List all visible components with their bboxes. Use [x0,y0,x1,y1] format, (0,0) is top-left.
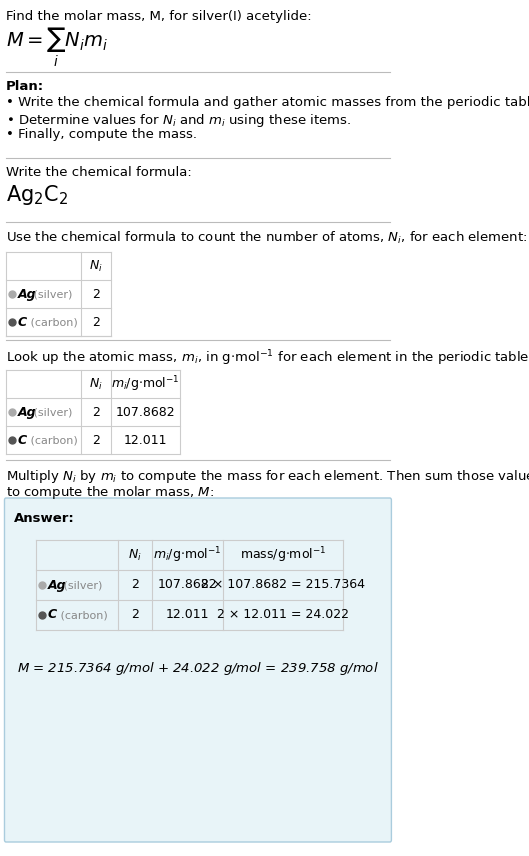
Text: Answer:: Answer: [13,512,74,525]
Text: 2: 2 [92,406,100,419]
Text: (carbon): (carbon) [57,610,107,620]
Text: (silver): (silver) [60,580,102,590]
Text: (carbon): (carbon) [27,435,78,445]
Text: Ag: Ag [18,406,37,419]
Text: 2: 2 [131,579,139,591]
Text: $N_i$: $N_i$ [128,548,142,562]
Text: mass/g$\cdot$mol$^{-1}$: mass/g$\cdot$mol$^{-1}$ [240,545,326,565]
Text: 2: 2 [92,288,100,300]
Text: Write the chemical formula:: Write the chemical formula: [6,166,191,179]
Text: Multiply $N_i$ by $m_i$ to compute the mass for each element. Then sum those val: Multiply $N_i$ by $m_i$ to compute the m… [6,468,529,485]
Text: Plan:: Plan: [6,80,44,93]
Text: $M$ = 215.7364 g/mol + 24.022 g/mol = 239.758 g/mol: $M$ = 215.7364 g/mol + 24.022 g/mol = 23… [17,660,379,677]
Text: Find the molar mass, M, for silver(I) acetylide:: Find the molar mass, M, for silver(I) ac… [6,10,312,23]
Text: Look up the atomic mass, $m_i$, in g$\cdot$mol$^{-1}$ for each element in the pe: Look up the atomic mass, $m_i$, in g$\cd… [6,348,529,367]
Text: 2 × 12.011 = 24.022: 2 × 12.011 = 24.022 [217,609,349,621]
Text: 12.011: 12.011 [166,609,209,621]
Text: Ag: Ag [48,579,67,591]
Text: $N_i$: $N_i$ [89,259,103,274]
Text: (silver): (silver) [30,407,72,417]
Text: $M = \sum_i N_i m_i$: $M = \sum_i N_i m_i$ [6,26,108,69]
Text: (carbon): (carbon) [27,317,78,327]
Text: 2: 2 [131,609,139,621]
Text: 12.011: 12.011 [123,433,167,447]
Text: 2 × 107.8682 = 215.7364: 2 × 107.8682 = 215.7364 [201,579,365,591]
Text: 2: 2 [92,316,100,329]
Text: • Finally, compute the mass.: • Finally, compute the mass. [6,128,197,141]
Text: C: C [18,433,27,447]
Text: $m_i$/g$\cdot$mol$^{-1}$: $m_i$/g$\cdot$mol$^{-1}$ [153,545,222,565]
Text: Use the chemical formula to count the number of atoms, $N_i$, for each element:: Use the chemical formula to count the nu… [6,230,527,247]
Text: 107.8682: 107.8682 [115,406,175,419]
Text: $\mathrm{Ag_2C_2}$: $\mathrm{Ag_2C_2}$ [6,183,68,207]
FancyBboxPatch shape [4,498,391,842]
Text: Ag: Ag [18,288,37,300]
Text: (silver): (silver) [30,289,72,299]
Text: C: C [48,609,57,621]
Text: $m_i$/g$\cdot$mol$^{-1}$: $m_i$/g$\cdot$mol$^{-1}$ [111,374,179,394]
Text: 107.8682: 107.8682 [158,579,217,591]
Text: to compute the molar mass, $M$:: to compute the molar mass, $M$: [6,484,214,501]
Text: 2: 2 [92,433,100,447]
Text: $N_i$: $N_i$ [89,377,103,391]
Text: • Write the chemical formula and gather atomic masses from the periodic table.: • Write the chemical formula and gather … [6,96,529,109]
Text: C: C [18,316,27,329]
Text: • Determine values for $N_i$ and $m_i$ using these items.: • Determine values for $N_i$ and $m_i$ u… [6,112,351,129]
